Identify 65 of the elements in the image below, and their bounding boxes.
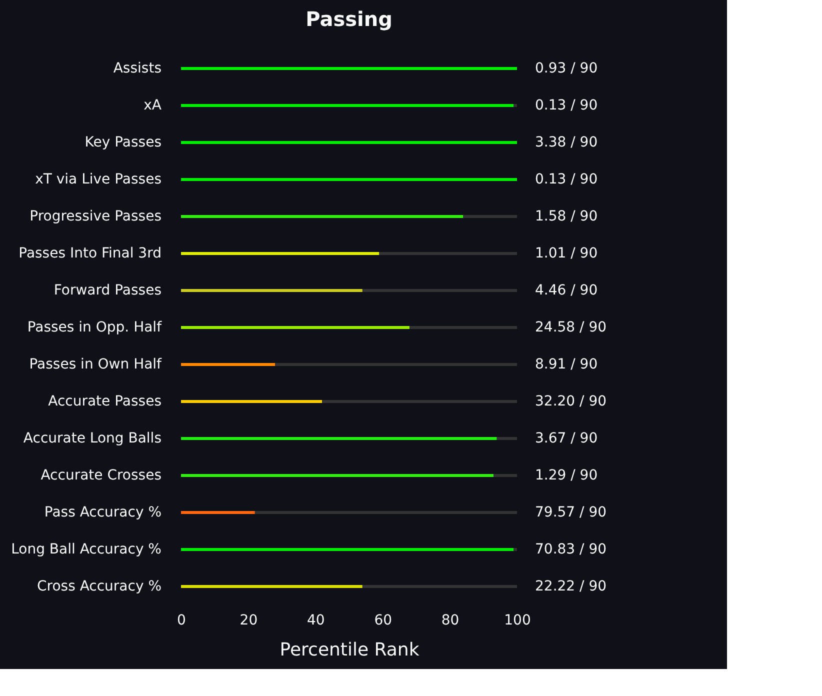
text: 4.46 / 90 xyxy=(535,282,598,298)
bar xyxy=(181,474,494,477)
text: 8.91 / 90 xyxy=(535,356,598,372)
bar xyxy=(181,104,514,107)
text: 1.01 / 90 xyxy=(535,246,598,262)
text: 3.38 / 90 xyxy=(535,134,598,150)
bar xyxy=(181,548,514,551)
bar xyxy=(181,178,517,181)
x-tick-label: 80 xyxy=(441,612,460,628)
bar xyxy=(379,252,517,255)
y-tick-label: Cross Accuracy % xyxy=(37,578,162,594)
bar xyxy=(181,67,517,70)
bar xyxy=(181,252,380,255)
y-tick-label: Accurate Long Balls xyxy=(23,430,162,446)
y-tick-label: Key Passes xyxy=(84,134,162,150)
y-tick-label: Accurate Passes xyxy=(48,394,162,410)
y-tick-label: Accurate Crosses xyxy=(40,468,162,484)
text: 24.58 / 90 xyxy=(535,320,607,336)
text: 22.22 / 90 xyxy=(535,578,607,594)
text: 0.13 / 90 xyxy=(535,172,598,188)
text: 32.20 / 90 xyxy=(535,394,607,410)
bar xyxy=(362,289,517,292)
y-tick-label: Assists xyxy=(113,60,162,76)
y-tick-label: Long Ball Accuracy % xyxy=(11,542,162,558)
y-tick-label: Passes in Opp. Half xyxy=(27,320,163,336)
bar xyxy=(463,215,517,218)
x-tick-label: 20 xyxy=(240,612,258,628)
x-axis-title: Percentile Rank xyxy=(280,640,420,660)
bar xyxy=(409,326,517,329)
bar xyxy=(254,511,517,514)
x-tick-label: 0 xyxy=(177,612,186,628)
y-tick-label: Forward Passes xyxy=(54,282,162,298)
bar xyxy=(181,141,517,144)
bar xyxy=(181,437,497,440)
bar xyxy=(514,104,517,107)
text: 1.58 / 90 xyxy=(535,208,598,224)
x-tick-label: 40 xyxy=(306,612,325,628)
y-tick-label: Passes in Own Half xyxy=(29,356,163,372)
text: 79.57 / 90 xyxy=(535,504,607,520)
text: 70.83 / 90 xyxy=(535,542,607,558)
y-tick-label: Progressive Passes xyxy=(30,208,162,224)
bar xyxy=(181,326,410,329)
text: 1.29 / 90 xyxy=(535,468,598,484)
x-tick-label: 100 xyxy=(504,612,531,628)
bar xyxy=(496,437,517,440)
y-tick-label: Pass Accuracy % xyxy=(44,504,162,520)
chart-title: Passing xyxy=(306,7,392,31)
text: 3.67 / 90 xyxy=(535,430,598,446)
bar xyxy=(181,585,362,588)
y-tick-label: xA xyxy=(144,98,162,114)
x-tick-label: 60 xyxy=(374,612,392,628)
text: 0.13 / 90 xyxy=(535,98,598,114)
y-tick-label: Passes Into Final 3rd xyxy=(18,246,162,262)
bar xyxy=(181,511,255,514)
bar xyxy=(514,548,517,551)
bar xyxy=(181,363,276,366)
bar xyxy=(362,585,517,588)
text: 0.93 / 90 xyxy=(535,60,598,76)
bar xyxy=(322,400,517,403)
bar xyxy=(275,363,517,366)
y-tick-label: xT via Live Passes xyxy=(35,172,162,188)
bar xyxy=(181,289,362,292)
bar xyxy=(181,400,322,403)
bar xyxy=(181,215,464,218)
bar xyxy=(493,474,517,477)
